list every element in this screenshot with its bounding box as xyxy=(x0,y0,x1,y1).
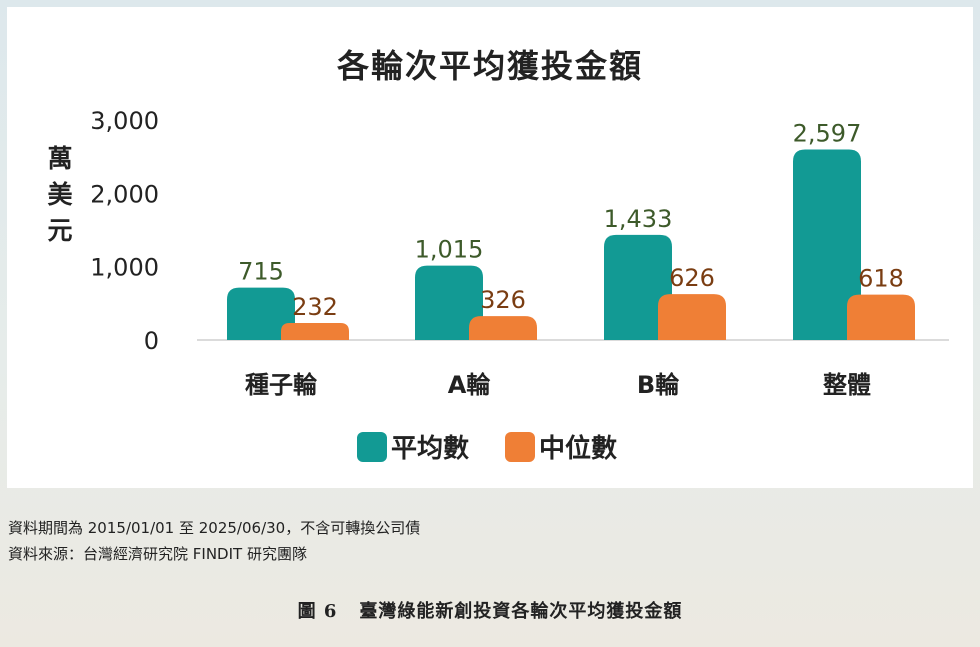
figure-caption-text: 臺灣綠能新創投資各輪次平均獲投金額 xyxy=(359,601,683,622)
chart-panel: 各輪次平均獲投金額 萬 美 元 0 1,000 2,000 3,000 715 232 種子… xyxy=(7,7,973,488)
y-tick-label: 2,000 xyxy=(90,180,159,208)
bar-median xyxy=(658,294,726,340)
x-tick-label: A輪 xyxy=(448,371,492,399)
y-unit-char: 萬 xyxy=(47,144,73,173)
legend-label: 平均數 xyxy=(391,434,469,464)
x-tick-label: 種子輪 xyxy=(245,371,318,399)
bar-mean xyxy=(227,287,295,340)
data-source-note: 資料來源：台灣經濟研究院 FINDIT 研究團隊 xyxy=(8,545,307,563)
x-tick-label: B輪 xyxy=(637,371,680,399)
data-label: 1,433 xyxy=(604,205,673,233)
chart-title: 各輪次平均獲投金額 xyxy=(336,47,643,85)
y-tick-label: 1,000 xyxy=(90,254,159,282)
y-tick-label: 3,000 xyxy=(90,107,159,135)
bar-median xyxy=(847,294,915,340)
bar-mean xyxy=(604,234,672,340)
chart-notes: 資料期間為 2015/01/01 至 2025/06/30，不含可轉換公司債 資… xyxy=(8,515,420,567)
legend-swatch xyxy=(357,432,387,462)
bar-median xyxy=(469,316,537,340)
figure-number: 圖 6 xyxy=(297,601,338,622)
data-period-note: 資料期間為 2015/01/01 至 2025/06/30，不含可轉換公司債 xyxy=(8,519,421,537)
y-unit-char: 美 xyxy=(47,180,73,209)
data-label: 1,015 xyxy=(415,236,484,264)
bar-chart: 0 1,000 2,000 3,000 715 232 種子輪 1,015 326 A輪 1,433… xyxy=(90,107,949,464)
y-tick-label: 0 xyxy=(144,327,159,355)
data-label: 715 xyxy=(238,258,284,286)
bar-mean xyxy=(793,149,861,340)
y-axis-unit: 萬 美 元 xyxy=(43,141,77,249)
legend-swatch xyxy=(505,432,535,462)
data-label: 326 xyxy=(480,286,526,314)
legend-label: 中位數 xyxy=(539,433,617,464)
data-label: 618 xyxy=(858,265,904,293)
bar-median xyxy=(281,322,349,340)
x-tick-label: 整體 xyxy=(823,371,871,399)
figure-caption: 圖 6 臺灣綠能新創投資各輪次平均獲投金額 xyxy=(0,597,980,623)
y-unit-char: 元 xyxy=(47,216,73,245)
data-label: 2,597 xyxy=(793,120,862,148)
data-label: 626 xyxy=(669,264,715,292)
data-label: 232 xyxy=(292,293,338,321)
bar-mean xyxy=(415,265,483,340)
